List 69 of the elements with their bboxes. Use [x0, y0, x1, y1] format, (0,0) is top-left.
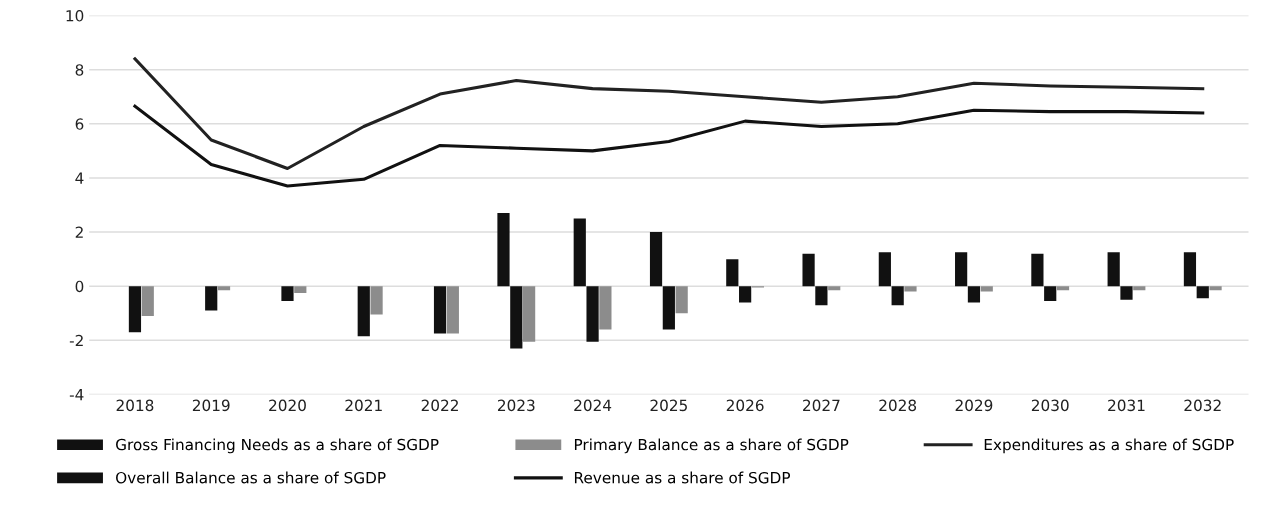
bar — [980, 286, 993, 292]
bar — [878, 252, 891, 287]
bar — [433, 286, 447, 334]
bar — [802, 253, 815, 287]
x-tick-label: 2029 — [955, 399, 993, 412]
bar — [955, 252, 968, 287]
x-tick-label: 2023 — [497, 399, 535, 412]
legend-label: Revenue as a share of SGDP — [574, 471, 791, 484]
x-tick-label: 2019 — [192, 399, 230, 412]
x-tick-label: 2025 — [650, 399, 687, 412]
x-tick-label: 2021 — [345, 399, 382, 412]
bar — [217, 286, 231, 291]
legend-label: Expenditures as a share of SGDP — [984, 438, 1234, 454]
bar — [1183, 252, 1197, 287]
y-tick-label: 8 — [75, 64, 84, 76]
y-tick-label: 6 — [75, 118, 84, 130]
bar — [828, 286, 841, 291]
bar — [510, 286, 523, 349]
x-tick-label: 2027 — [803, 399, 840, 412]
bar — [1120, 286, 1133, 300]
x-tick-label: 2022 — [421, 399, 458, 412]
line-series — [133, 57, 1205, 170]
bar — [573, 218, 586, 287]
y-tick-label: 2 — [75, 226, 83, 238]
bar — [1044, 286, 1057, 302]
x-tick-label: 2024 — [574, 399, 612, 412]
x-tick-label: 2030 — [1031, 399, 1069, 412]
bar — [281, 286, 294, 302]
bar — [523, 286, 536, 342]
y-tick-label: 0 — [75, 280, 84, 293]
bar — [497, 213, 510, 287]
bar — [904, 286, 917, 292]
bar — [205, 286, 218, 311]
x-tick-label: 2032 — [1184, 399, 1221, 412]
bar — [141, 286, 154, 316]
bar — [891, 286, 904, 306]
bar — [1107, 252, 1120, 287]
y-tick-label: -4 — [69, 389, 84, 401]
y-tick-label: 4 — [75, 172, 84, 184]
x-tick-label: 2031 — [1108, 399, 1145, 412]
x-tick-label: 2020 — [269, 399, 306, 412]
line-series — [133, 104, 1205, 188]
bar — [599, 286, 612, 330]
bar — [128, 286, 142, 333]
bar — [1209, 286, 1222, 291]
bar — [1133, 286, 1146, 291]
bar — [586, 286, 599, 342]
bar — [815, 286, 828, 306]
x-tick-label: 2026 — [726, 399, 764, 412]
bar — [1196, 286, 1209, 299]
y-tick-label: -2 — [69, 334, 83, 347]
bar — [726, 259, 739, 287]
bar — [662, 286, 675, 330]
bar — [739, 286, 752, 303]
bar — [1056, 286, 1070, 291]
legend-label: Overall Balance as a share of SGDP — [116, 471, 386, 484]
bar — [967, 286, 981, 303]
legend-label: Primary Balance as a share of SGDP — [574, 438, 849, 454]
x-tick-label: 2018 — [116, 399, 154, 412]
bar — [357, 286, 370, 337]
bar — [294, 286, 307, 293]
x-tick-label: 2028 — [879, 399, 917, 412]
bar — [675, 286, 688, 314]
legend-label: Gross Financing Needs as a share of SGDP — [116, 438, 439, 454]
bar — [446, 286, 459, 334]
y-tick-label: 10 — [66, 10, 84, 22]
bar — [370, 286, 383, 315]
bar — [1031, 253, 1044, 287]
bar — [649, 232, 663, 287]
